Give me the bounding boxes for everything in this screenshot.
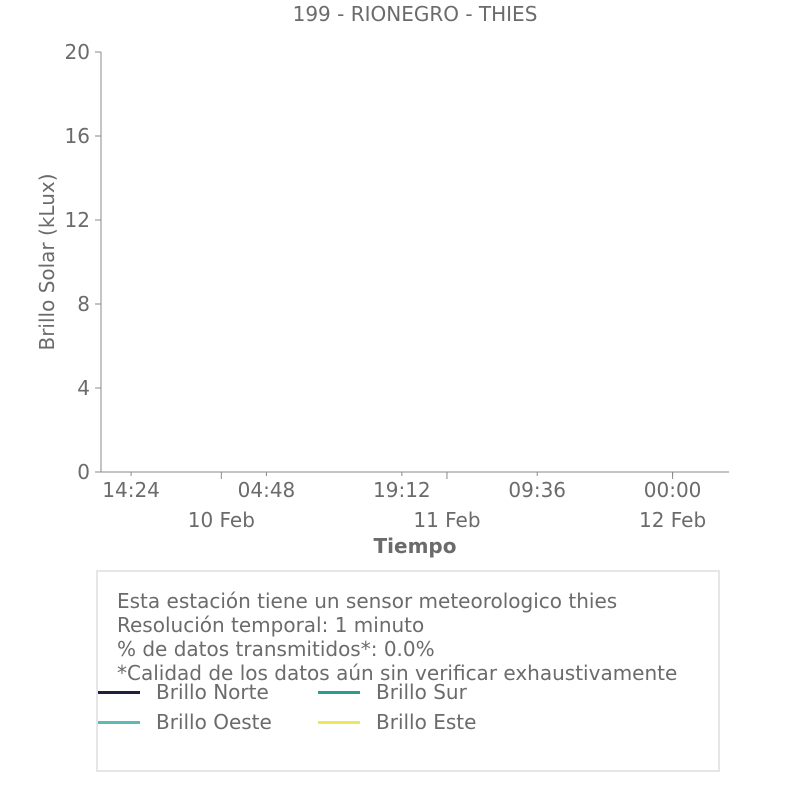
- x-tick-label: 19:12: [373, 478, 431, 502]
- y-axis-label: Brillo Solar (kLux): [35, 173, 59, 350]
- legend-label: Brillo Sur: [376, 680, 467, 704]
- x-date-label: 12 Feb: [639, 508, 706, 532]
- legend-swatch: [318, 691, 360, 694]
- info-quality-note: *Calidad de los datos aún sin verificar …: [117, 661, 678, 685]
- y-tick-label: 0: [77, 460, 90, 484]
- y-ticks: 0 4 8 12 16 20: [65, 40, 101, 484]
- y-tick-label: 20: [65, 40, 90, 64]
- y-tick-label: 8: [77, 292, 90, 316]
- x-tick-label: 04:48: [238, 478, 296, 502]
- y-tick-label: 4: [77, 376, 90, 400]
- legend-swatch: [318, 721, 360, 724]
- info-data-transmitted: % de datos transmitidos*: 0.0%: [117, 637, 435, 661]
- legend-label: Brillo Oeste: [156, 710, 272, 734]
- legend-label: Brillo Este: [376, 710, 477, 734]
- info-box: [96, 570, 720, 772]
- info-station-note: Esta estación tiene un sensor meteorolog…: [117, 589, 618, 613]
- x-date-label: 10 Feb: [188, 508, 255, 532]
- legend-swatch: [98, 691, 140, 694]
- x-axis-label: Tiempo: [374, 534, 457, 558]
- chart-title: 199 - RIONEGRO - THIES: [293, 2, 538, 26]
- legend-label: Brillo Norte: [156, 680, 269, 704]
- x-tick-label: 00:00: [644, 478, 702, 502]
- y-tick-label: 16: [65, 124, 90, 148]
- x-date-label: 11 Feb: [413, 508, 480, 532]
- x-ticks: 14:24 04:48 19:12 09:36 00:00 10 Feb 11 Feb 12 …: [102, 472, 706, 532]
- info-resolution: Resolución temporal: 1 minuto: [117, 613, 425, 637]
- x-tick-label: 09:36: [508, 478, 566, 502]
- legend-swatch: [98, 721, 140, 724]
- x-tick-label: 14:24: [102, 478, 160, 502]
- y-tick-label: 12: [65, 208, 90, 232]
